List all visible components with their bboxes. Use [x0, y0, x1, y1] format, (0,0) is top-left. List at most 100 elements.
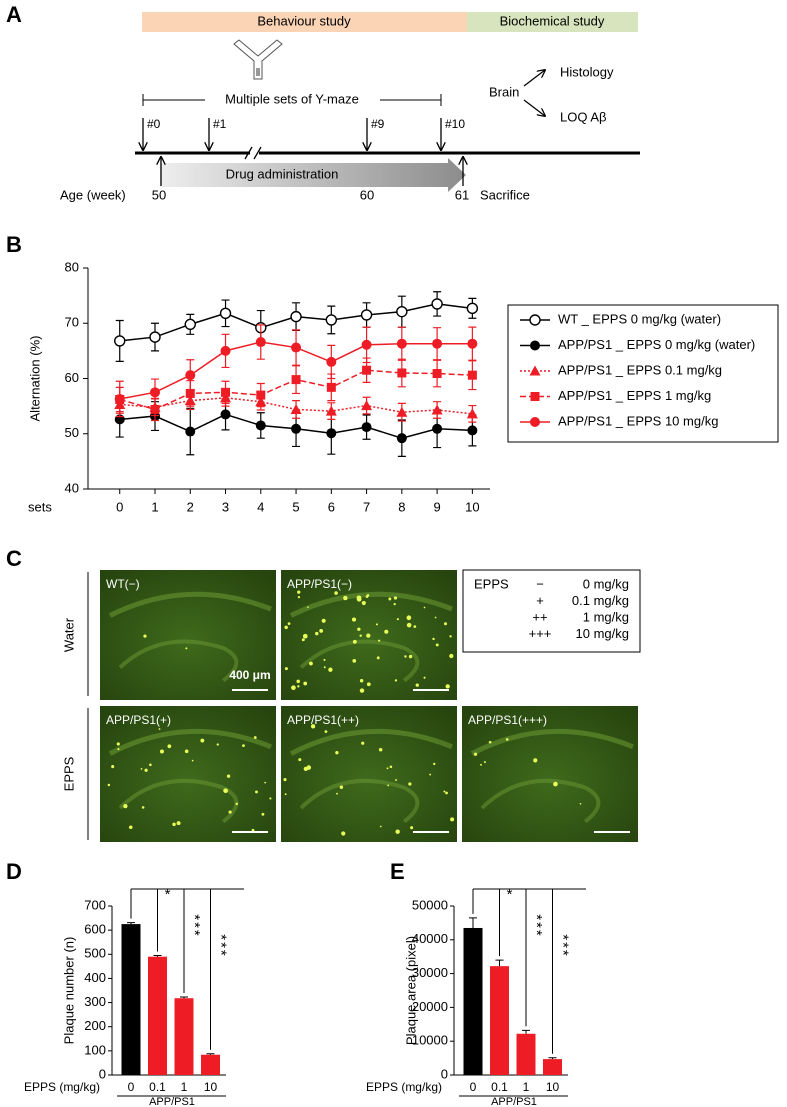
dose-symbol: − [536, 576, 544, 591]
x-tick-label: 5 [292, 499, 299, 514]
point [149, 331, 161, 343]
tissue-layer [289, 591, 453, 618]
plaque-dot [191, 759, 194, 762]
plaque-dot [366, 633, 371, 638]
x-tick-label: 7 [363, 499, 370, 514]
panel-label: E [390, 859, 405, 884]
error-bar [548, 1057, 557, 1060]
plaque-dot [408, 782, 412, 786]
point [396, 406, 408, 417]
y-maze-label: Multiple sets of Y-maze [225, 91, 359, 106]
y-axis-label: Plaque number (n) [61, 937, 76, 1045]
plaque-dot [185, 647, 188, 650]
plaque-dot [505, 738, 509, 741]
plaque-dot [335, 751, 339, 755]
y-tick-label: 40 [65, 480, 79, 495]
micrograph-image [462, 706, 638, 842]
legend-marker [530, 392, 540, 401]
plaque-dot [361, 741, 365, 745]
legend-box [507, 304, 779, 443]
point [431, 404, 443, 415]
plaque-dot [433, 762, 436, 766]
point [325, 314, 338, 326]
phase-band [467, 12, 638, 32]
point [220, 345, 231, 356]
point [326, 356, 337, 367]
plaque-dot [323, 666, 326, 669]
age-label: Age (week) [60, 187, 126, 202]
plaque-dot [255, 790, 258, 794]
tissue-layer [108, 591, 272, 618]
y-tick-label: 200 [84, 1018, 106, 1033]
plaque-dot [107, 783, 111, 787]
panel-label: B [6, 232, 22, 257]
x-axis-label: EPPS (mg/kg) [366, 1080, 442, 1094]
plaque-dot [406, 615, 412, 621]
output-label: Histology [560, 64, 614, 79]
legend-label: APP/PS1 _ EPPS 1 mg/kg [558, 388, 711, 403]
plaque-dot [406, 622, 412, 628]
tissue-layer [289, 728, 453, 756]
plaque-dot [410, 826, 414, 830]
point [467, 338, 478, 349]
y-axis-label: Alternation (%) [27, 336, 42, 422]
plaque-dot [200, 738, 205, 743]
drug-label: Drug administration [226, 166, 339, 181]
plaque-dot [579, 802, 582, 805]
scale-bar-label: 400 μm [229, 668, 270, 682]
group-label: APP/PS1 [149, 1096, 195, 1107]
x-tick-label: 10 [546, 1080, 560, 1094]
y-maze-icon [233, 39, 283, 80]
tissue-layer [108, 728, 272, 756]
plaque-dot [352, 639, 357, 644]
plaque-dot [413, 625, 417, 628]
phase-label: Behaviour study [257, 13, 351, 28]
plaque-dot [296, 679, 300, 684]
plaque-dot [473, 752, 478, 756]
plaque-dot [365, 595, 369, 599]
brain-label: Brain [489, 84, 519, 99]
plaque-dot [261, 812, 265, 816]
plaque-dot [226, 774, 231, 778]
dose-value: 0.1 mg/kg [572, 593, 629, 608]
tissue-layer [480, 778, 601, 824]
significance: *** [555, 934, 572, 958]
age-arrows [161, 157, 463, 186]
plaque-dot [378, 747, 383, 752]
point [325, 405, 337, 416]
legend-label: WT _ EPPS 0 mg/kg (water) [558, 311, 721, 326]
point [256, 390, 266, 400]
point [431, 298, 443, 310]
point [432, 423, 443, 434]
y-tick-label: 100 [84, 1042, 106, 1057]
tissue-layer [118, 639, 239, 683]
micrograph: APP/PS1(−) [281, 570, 457, 700]
error-bar [495, 959, 504, 967]
bar [463, 927, 483, 1075]
x-tick-label: 0.1 [491, 1080, 508, 1094]
plaque-dot [291, 685, 296, 691]
plaque-dot [158, 728, 161, 730]
break-gap [250, 147, 259, 159]
plaque-dot [449, 635, 452, 638]
point [255, 420, 266, 431]
plaque-dot [144, 768, 148, 772]
plaque-dot [336, 792, 338, 795]
plaque-dot [302, 633, 308, 639]
y-axis-label: Plaque area (pixel) [403, 936, 418, 1045]
point [114, 335, 126, 347]
x-tick-label: 1 [523, 1080, 530, 1094]
plaque-dot [116, 742, 120, 746]
plaque-dot [315, 631, 319, 636]
y-tick-label: 10000 [412, 1033, 448, 1048]
bar [490, 966, 509, 1075]
point [432, 369, 442, 379]
legend-label: APP/PS1 _ EPPS 10 mg/kg [558, 413, 718, 428]
plaque-dot [284, 625, 288, 630]
plaque-dot [361, 600, 366, 606]
plaque-dot [384, 629, 389, 634]
break-mark [244, 146, 262, 160]
point [291, 342, 302, 353]
plaque-dot [269, 797, 272, 800]
